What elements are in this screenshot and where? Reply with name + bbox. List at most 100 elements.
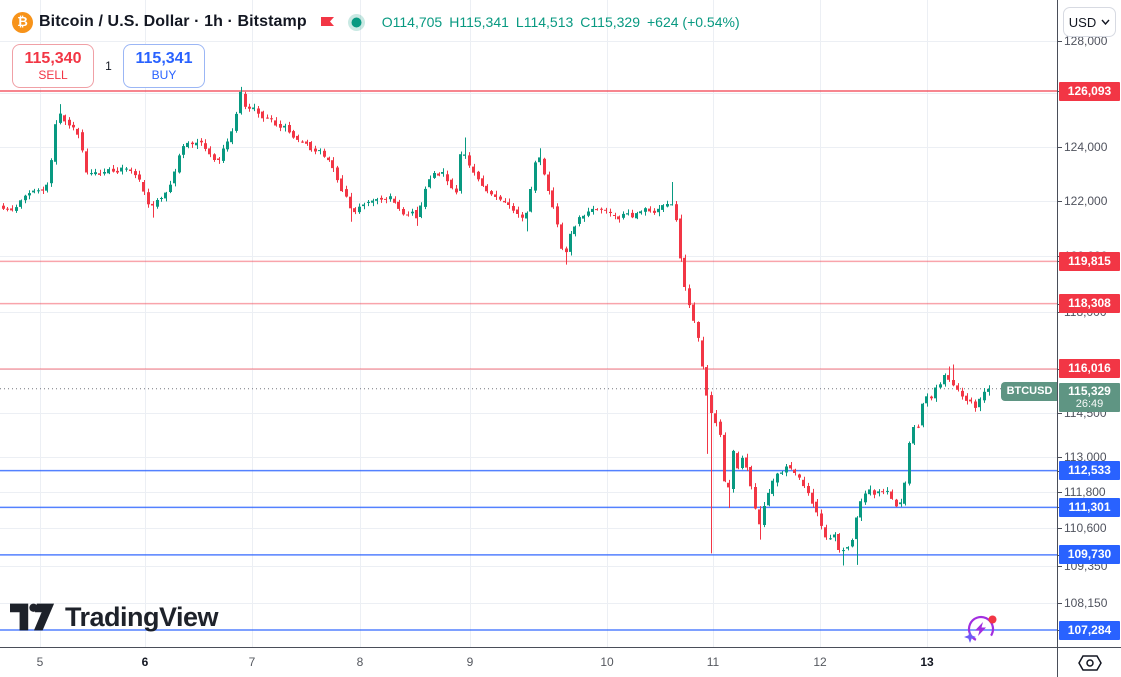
candle-body — [591, 208, 594, 212]
candle-body — [305, 141, 308, 144]
market-status-icon — [347, 13, 365, 31]
candle-body — [441, 172, 444, 174]
candle-body — [169, 184, 172, 192]
candle-body — [120, 167, 123, 172]
candle-body — [173, 171, 176, 184]
candle-body — [138, 174, 141, 180]
watermark-text: TradingView — [65, 601, 219, 632]
candle-body — [419, 205, 422, 217]
candle-body — [156, 200, 159, 207]
candle-body — [353, 208, 356, 213]
price-axis-label: 128,000 — [1064, 33, 1108, 48]
price-badge: 116,016 — [1059, 359, 1120, 379]
scale-settings-icon[interactable] — [1077, 654, 1102, 672]
candle-body — [829, 538, 832, 540]
candle-body — [103, 172, 106, 174]
time-label[interactable]: 9 — [466, 655, 474, 669]
time-axis[interactable]: 5 6 7 8 9 10 11 12 13 — [0, 648, 1057, 677]
time-label[interactable]: 12 — [813, 655, 827, 669]
ai-assistant-icon[interactable] — [961, 608, 1001, 648]
candle-body — [72, 124, 75, 128]
time-label[interactable]: 8 — [356, 655, 364, 669]
axis-tick — [1058, 413, 1062, 414]
candle-body — [239, 91, 242, 114]
candle-body — [763, 506, 766, 525]
candle-body — [349, 196, 352, 209]
candle-body — [582, 215, 585, 219]
candle-body — [939, 384, 942, 388]
price-axis-label: 108,150 — [1064, 596, 1108, 611]
time-label[interactable]: 10 — [600, 655, 614, 669]
candle-body — [384, 198, 387, 200]
candle-body — [358, 206, 361, 213]
candle-body — [446, 174, 449, 182]
candle-body — [151, 203, 154, 206]
candle-body — [683, 257, 686, 287]
candle-body — [375, 199, 378, 201]
candle-body — [859, 501, 862, 518]
candle-body — [692, 304, 695, 321]
candle-body — [481, 178, 484, 186]
price-badge: 126,093 — [1059, 81, 1120, 101]
symbol-title[interactable]: Bitcoin / U.S. Dollar · 1h · Bitstamp — [39, 13, 307, 30]
candle-body — [688, 288, 691, 306]
ohlc-change: +624 (+0.54%) — [646, 14, 740, 30]
tradingview-logo-icon — [10, 603, 55, 631]
candle-body — [947, 375, 950, 380]
flag-icon[interactable] — [319, 13, 337, 31]
price-axis-label: 113,000 — [1064, 449, 1107, 464]
candle-body — [309, 142, 312, 151]
candle-body — [318, 150, 321, 152]
time-label[interactable]: 13 — [920, 655, 934, 669]
axis-tick — [1058, 492, 1062, 493]
candle-body — [719, 421, 722, 435]
candle-body — [609, 211, 612, 213]
candle-body — [266, 117, 269, 119]
usd-selector[interactable]: USD — [1063, 7, 1116, 37]
candle-body — [639, 211, 642, 214]
candlestick-chart[interactable] — [0, 0, 1057, 647]
candle-body — [754, 487, 757, 509]
candle-body — [301, 141, 304, 143]
candle-body — [811, 492, 814, 504]
candle-body — [90, 173, 93, 175]
candle-body — [745, 457, 748, 468]
candles — [2, 86, 990, 566]
candle-body — [886, 490, 889, 492]
candle-body — [697, 322, 700, 338]
candle-body — [147, 192, 150, 205]
candle-body — [516, 209, 519, 214]
candle-body — [780, 472, 783, 474]
sell-button[interactable]: 115,340 SELL — [12, 44, 94, 88]
candle-body — [868, 489, 871, 495]
time-label[interactable]: 7 — [248, 655, 256, 669]
time-label[interactable]: 11 — [706, 655, 720, 669]
candle-body — [112, 168, 115, 172]
candle-body — [459, 154, 462, 191]
candle-body — [437, 173, 440, 176]
candle-body — [261, 111, 264, 119]
buy-button[interactable]: 115,341 BUY — [123, 44, 205, 88]
time-label[interactable]: 5 — [36, 655, 44, 669]
time-label[interactable]: 6 — [141, 655, 149, 669]
candle-body — [758, 509, 761, 525]
price-axis[interactable]: USD 128,000124,000122,000120,000118,0001… — [1058, 0, 1121, 647]
candle-body — [402, 209, 405, 215]
candle-body — [19, 200, 22, 207]
candle-body — [877, 491, 880, 494]
candle-body — [323, 150, 326, 157]
candle-body — [371, 200, 374, 203]
candle-body — [41, 189, 44, 191]
candle-body — [820, 513, 823, 526]
candle-body — [28, 193, 31, 196]
candle-body — [789, 465, 792, 469]
candle-body — [54, 124, 57, 162]
candle-body — [793, 469, 796, 473]
candle-body — [578, 217, 581, 224]
candle-body — [331, 160, 334, 169]
candle-body — [741, 457, 744, 468]
time-axis-separator — [0, 647, 1121, 648]
candle-body — [32, 190, 35, 193]
tradingview-watermark: TradingView — [10, 599, 219, 635]
